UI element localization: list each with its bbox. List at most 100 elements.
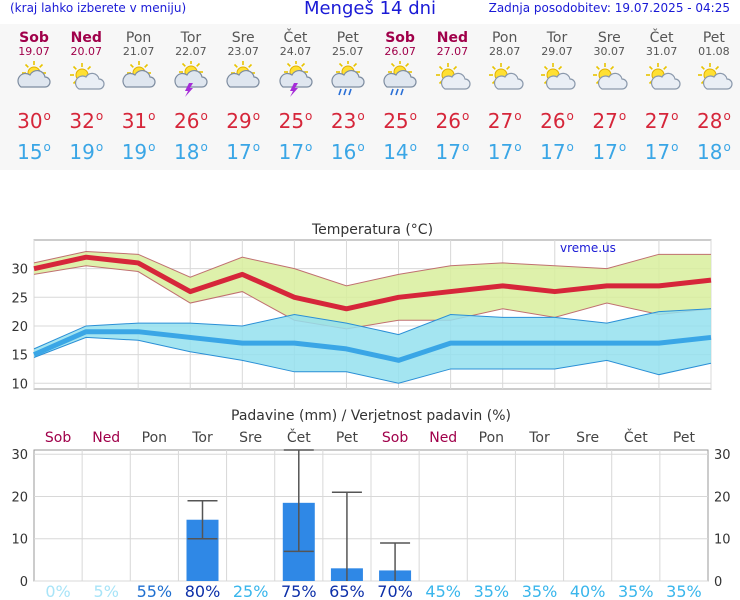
location-menu-hint[interactable]: (kraj lahko izberete v meniju) (10, 1, 187, 15)
forecast-day: Pet 25.07 23o 16o (322, 30, 374, 164)
forecast-day: Sre 23.07 29o 17o (217, 30, 269, 164)
temperature-y-tick: 25 (11, 291, 28, 306)
sun-cloud-icon (583, 61, 635, 97)
precipitation-probability: 45% (425, 582, 461, 600)
precipitation-y-tick-left: 0 (20, 575, 28, 590)
tmax-range-band (34, 251, 711, 329)
precipitation-probability: 35% (474, 582, 510, 600)
tmin-range-band-upper-edge (33, 308, 712, 350)
forecast-date: 22.07 (175, 45, 207, 58)
forecast-date: 01.08 (698, 45, 730, 58)
forecast-tmin: 17o (226, 140, 261, 164)
precipitation-y-tick-right: 0 (714, 575, 722, 590)
forecast-tmax: 31o (121, 109, 156, 133)
forecast-date: 27.07 (436, 45, 469, 58)
precipitation-probability: 40% (570, 582, 606, 600)
sun-cloud-icon (426, 61, 478, 97)
forecast-tmax: 29o (226, 109, 261, 133)
tmax-range-band-upper-edge (33, 250, 711, 287)
precipitation-probability: 35% (666, 582, 702, 600)
forecast-day: Pon 21.07 31o 19o (113, 30, 165, 164)
precipitation-x-label: Sre (576, 430, 599, 446)
precipitation-probability: 75% (281, 582, 317, 600)
forecast-tmin: 18o (173, 140, 208, 164)
precipitation-x-label: Tor (528, 430, 550, 446)
forecast-day: Pet 01.08 28o 18o (688, 30, 740, 164)
forecast-day-name: Ned (70, 30, 102, 46)
precipitation-x-label: Pet (673, 430, 696, 446)
sun-cloud-icon (479, 61, 531, 97)
rain-icon (322, 61, 374, 97)
thunderstorm-icon (270, 61, 322, 97)
forecast-day-name: Sob (385, 30, 415, 46)
forecast-tmin: 15o (17, 140, 51, 164)
forecast-date: 21.07 (122, 45, 155, 58)
forecast-date: 19.07 (18, 45, 50, 58)
forecast-day: Tor 29.07 26o 17o (531, 30, 583, 164)
forecast-tmin: 14o (383, 140, 417, 164)
last-updated: Zadnja posodobitev: 19.07.2025 - 04:25 (488, 1, 730, 15)
precipitation-probability: 35% (618, 582, 654, 600)
forecast-date: 24.07 (279, 45, 312, 58)
forecast-tmax: 27o (592, 109, 627, 133)
precipitation-probability: 0% (45, 582, 70, 600)
forecast-day-name: Čet (283, 30, 308, 46)
forecast-date: 25.07 (332, 45, 364, 58)
forecast-tmin: 17o (540, 140, 574, 164)
partly-cloudy-icon (217, 61, 269, 97)
thunderstorm-icon (165, 61, 217, 97)
forecast-day: Sre 30.07 27o 17o (583, 30, 635, 164)
precipitation-probability: 80% (185, 582, 221, 600)
forecast-day-name: Tor (546, 30, 568, 46)
forecast-tmax: 25o (383, 109, 417, 133)
sun-cloud-icon (60, 61, 112, 97)
tmin-range-band (34, 308, 711, 384)
forecast-day: Pon 28.07 27o 17o (479, 30, 531, 164)
precipitation-x-label: Ned (92, 430, 120, 446)
precipitation-x-label: Sob (382, 430, 408, 446)
temperature-y-tick: 10 (11, 377, 28, 392)
forecast-date: 29.07 (541, 45, 573, 58)
forecast-tmin: 17o (644, 140, 679, 164)
precipitation-y-tick-left: 10 (11, 533, 28, 548)
precipitation-x-label: Čet (624, 428, 648, 446)
precipitation-probability: 55% (137, 582, 173, 600)
rain-icon (374, 61, 426, 97)
forecast-day-name: Ned (436, 30, 468, 46)
temperature-y-tick: 20 (11, 320, 28, 335)
page-title: Mengeš 14 dni (303, 0, 437, 19)
forecast-day: Čet 24.07 25o 17o (270, 30, 322, 164)
precipitation-probability: 65% (329, 582, 365, 600)
precipitation-x-label: Tor (191, 430, 213, 446)
forecast-day: Sob 19.07 30o 15o (8, 30, 60, 164)
forecast-day-name: Čet (649, 30, 674, 46)
forecast-tmin: 17o (278, 140, 313, 164)
precipitation-probability: 70% (377, 582, 413, 600)
forecast-tmin: 19o (121, 140, 156, 164)
forecast-tmax: 27o (487, 109, 522, 133)
forecast-date: 23.07 (227, 45, 259, 58)
forecast-day-name: Pon (491, 30, 518, 46)
temperature-y-tick: 30 (11, 263, 28, 278)
forecast-date: 20.07 (70, 45, 103, 58)
partly-cloudy-icon (113, 61, 165, 97)
forecast-tmax: 30o (17, 109, 51, 133)
precipitation-y-tick-right: 30 (714, 448, 731, 463)
precipitation-chart-title: Padavine (mm) / Verjetnost padavin (%) (231, 408, 511, 424)
forecast-date: 28.07 (488, 45, 521, 58)
precipitation-probability: 25% (233, 582, 269, 600)
forecast-day-name: Sre (231, 30, 255, 46)
precipitation-probability: 35% (522, 582, 558, 600)
forecast-tmin: 19o (69, 140, 104, 164)
sun-cloud-icon (531, 61, 583, 97)
tmin-range-band-lower-edge (33, 336, 712, 384)
forecast-day-name: Pon (125, 30, 152, 46)
temperature-y-tick: 15 (11, 349, 28, 364)
temperature-chart-title: Temperatura (°C) (311, 222, 433, 238)
precipitation-x-label: Sre (239, 430, 262, 446)
forecast-tmin: 17o (487, 140, 522, 164)
precipitation-x-label: Pon (479, 430, 504, 446)
forecast-day-name: Sob (19, 30, 49, 46)
forecast-day: Čet 31.07 27o 17o (636, 30, 688, 164)
